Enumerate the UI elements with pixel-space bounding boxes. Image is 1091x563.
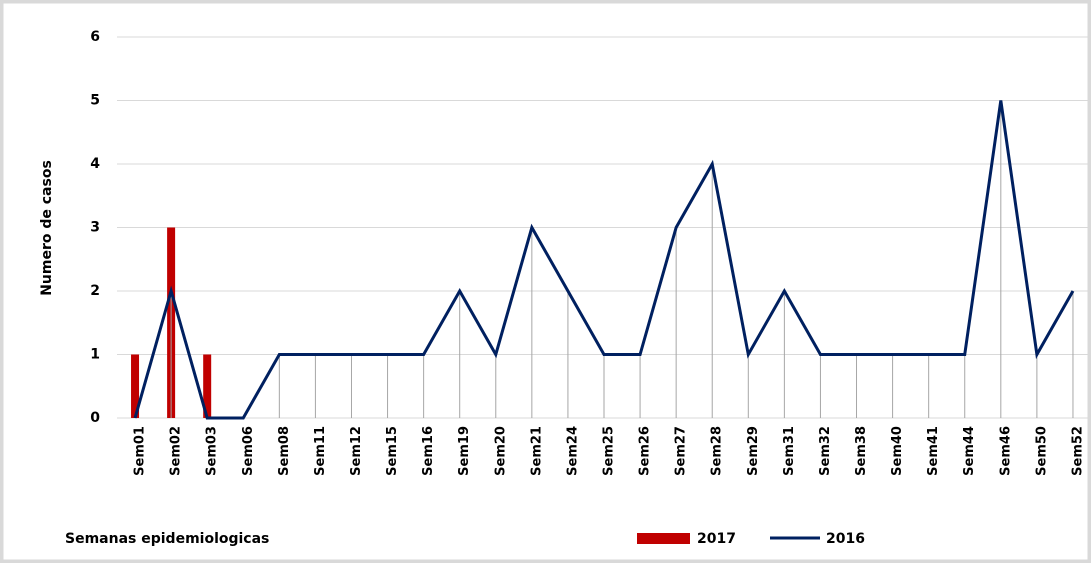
- x-tick-label: Sem27: [674, 426, 689, 476]
- x-tick-label: Sem19: [457, 426, 472, 476]
- x-tick-label: Sem02: [169, 426, 184, 476]
- line: [133, 100, 1075, 420]
- x-tick-label: Sem31: [782, 426, 797, 476]
- x-tick-label: Sem06: [241, 426, 256, 476]
- bar: [203, 354, 212, 418]
- x-tick-label: Sem46: [998, 426, 1013, 476]
- x-tick-label: Sem01: [133, 426, 148, 476]
- y-tick-label: 1: [90, 347, 100, 363]
- y-axis-label: Numero de casos: [39, 160, 55, 296]
- x-tick-label: Sem20: [493, 426, 508, 476]
- x-tick-label: Sem41: [926, 426, 941, 476]
- x-tick-label: Sem52: [1070, 426, 1085, 476]
- x-tick-label: Sem25: [602, 426, 617, 476]
- x-tick-label: Sem40: [890, 426, 905, 476]
- x-tick-label: Sem29: [746, 426, 761, 476]
- y-tick-label: 3: [90, 220, 100, 236]
- legend-label: 2017: [697, 531, 736, 547]
- x-tick-label: Sem44: [962, 426, 977, 476]
- legend-label: 2016: [826, 531, 865, 547]
- x-tick-label: Sem08: [277, 426, 292, 476]
- x-tick-label: Sem26: [638, 426, 653, 476]
- bar: [131, 354, 140, 418]
- x-axis-label: Semanas epidemiologicas: [65, 531, 269, 547]
- x-tick-label: Sem15: [385, 426, 400, 476]
- x-tick-label: Sem38: [854, 426, 869, 476]
- x-tick-label: Sem28: [710, 426, 725, 476]
- x-tick-label: Sem50: [1034, 426, 1049, 476]
- x-tick-label: Sem12: [349, 426, 364, 476]
- x-tick-label: Sem16: [421, 426, 436, 476]
- x-tick-label: Sem24: [565, 426, 580, 476]
- y-tick-label: 5: [90, 93, 100, 109]
- x-tick-label: Sem11: [313, 426, 328, 476]
- y-tick-label: 0: [90, 410, 100, 426]
- y-tick-label: 2: [90, 283, 100, 299]
- x-tick-label: Sem21: [529, 426, 544, 476]
- y-tick-label: 4: [90, 156, 100, 172]
- legend-swatch: [637, 533, 690, 544]
- x-tick-label: Sem32: [818, 426, 833, 476]
- y-tick-label: 6: [90, 29, 100, 45]
- x-tick-label: Sem03: [205, 426, 220, 476]
